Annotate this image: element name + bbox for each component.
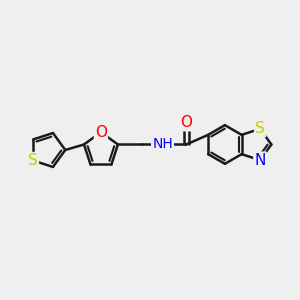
Text: NH: NH [152,137,173,152]
Text: O: O [180,115,192,130]
Text: O: O [95,125,107,140]
Text: S: S [255,122,265,136]
Text: N: N [254,153,266,168]
Text: S: S [28,153,38,168]
